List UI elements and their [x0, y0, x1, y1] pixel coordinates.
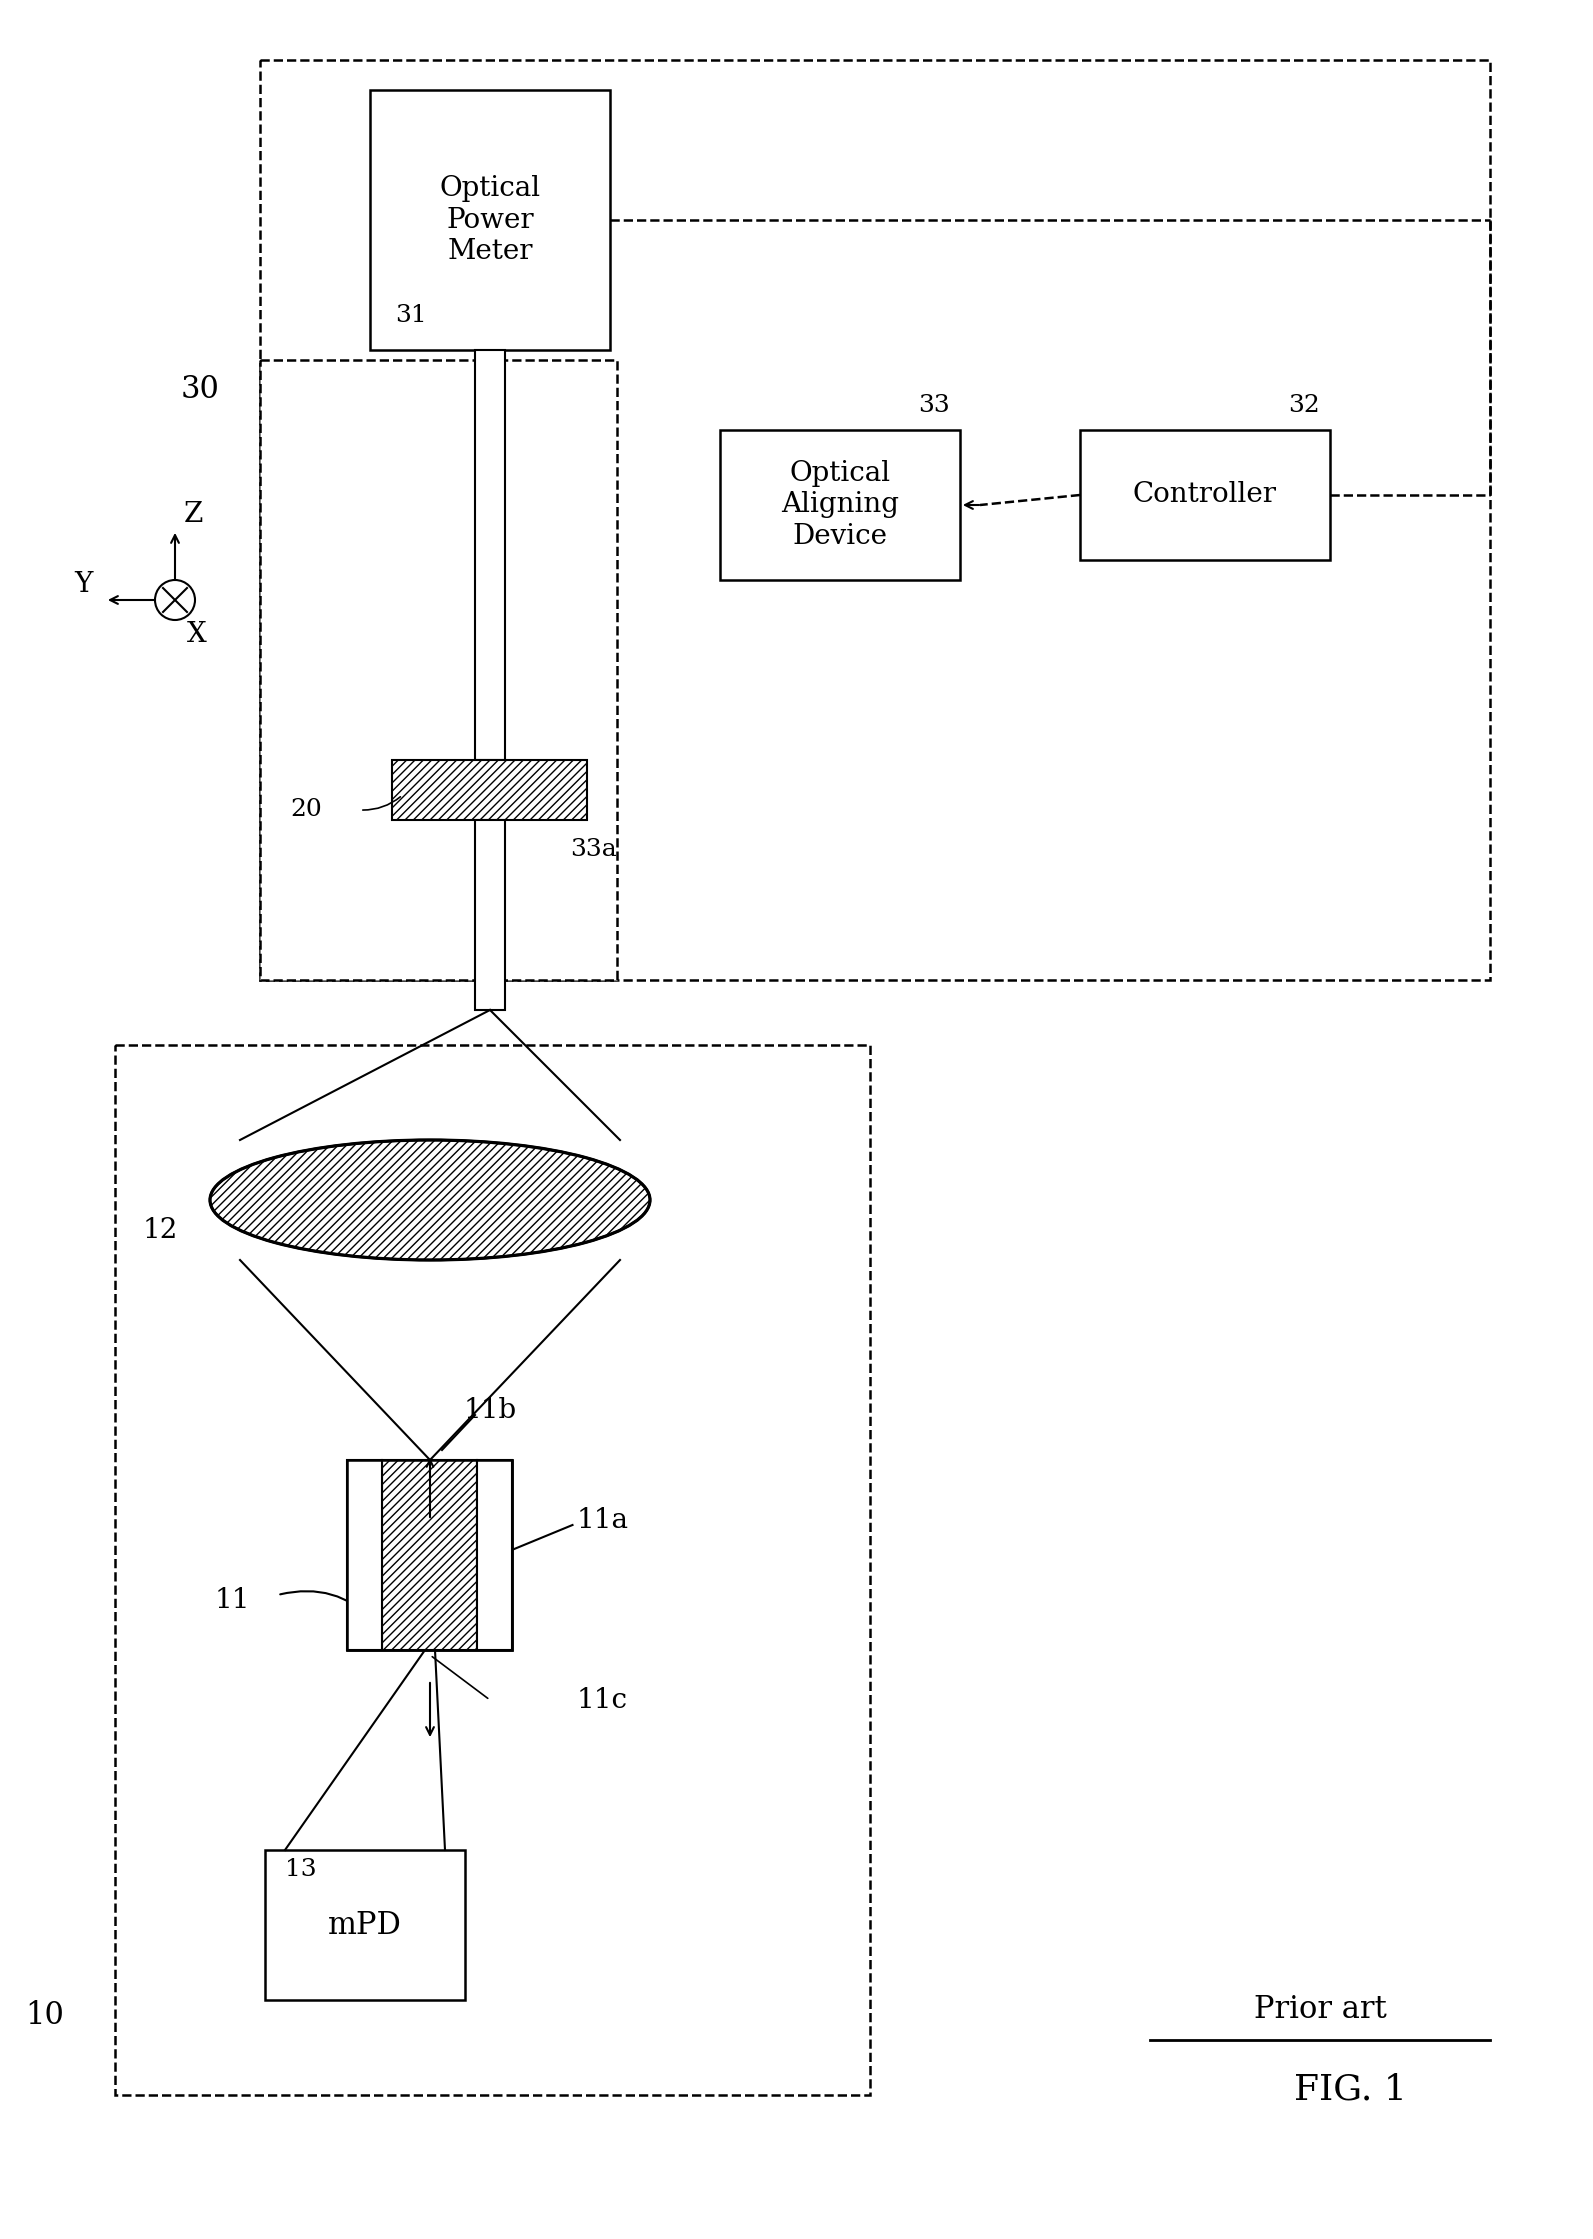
Text: 11c: 11c — [577, 1686, 628, 1713]
Text: Prior art: Prior art — [1254, 1995, 1386, 2026]
Text: 11b: 11b — [464, 1397, 516, 1424]
Bar — [347, 1460, 513, 1650]
Text: FIG. 1: FIG. 1 — [1294, 2073, 1407, 2107]
Bar — [475, 819, 505, 1010]
Text: 13: 13 — [285, 1858, 317, 1881]
Text: 11a: 11a — [577, 1507, 629, 1534]
Text: 30: 30 — [180, 374, 220, 405]
Text: 12: 12 — [142, 1216, 178, 1243]
Bar — [478, 1460, 513, 1650]
Text: 31: 31 — [395, 305, 427, 327]
Bar — [115, 1046, 870, 2096]
Bar — [347, 1460, 513, 1650]
Text: Z: Z — [183, 502, 202, 528]
Bar — [347, 1460, 382, 1650]
Text: 11: 11 — [215, 1587, 250, 1614]
Bar — [475, 349, 505, 759]
Text: 32: 32 — [1289, 394, 1321, 416]
Text: 20: 20 — [290, 799, 322, 822]
Bar — [370, 90, 610, 349]
Text: Optical
Power
Meter: Optical Power Meter — [440, 175, 540, 264]
Text: 10: 10 — [25, 1999, 64, 2031]
Bar — [264, 1849, 465, 1999]
Text: Controller: Controller — [1133, 481, 1278, 508]
Text: Optical
Aligning
Device: Optical Aligning Device — [781, 461, 898, 551]
Text: 33: 33 — [918, 394, 949, 416]
Bar — [1080, 430, 1330, 560]
Text: mPD: mPD — [328, 1910, 401, 1941]
Bar — [382, 1460, 478, 1650]
Bar — [260, 360, 618, 981]
Bar — [260, 60, 1489, 981]
Text: X: X — [186, 622, 207, 649]
Ellipse shape — [210, 1140, 650, 1261]
Bar — [392, 759, 588, 819]
Text: 33a: 33a — [570, 837, 616, 862]
Text: Y: Y — [73, 571, 92, 598]
Bar — [720, 430, 961, 580]
Circle shape — [155, 580, 194, 620]
